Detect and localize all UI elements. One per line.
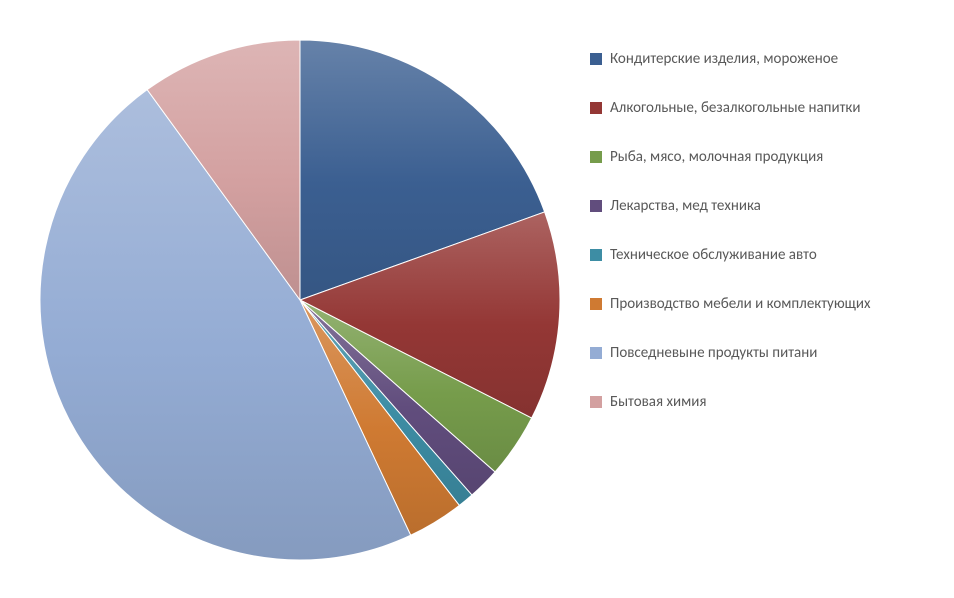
legend-swatch — [590, 200, 602, 212]
legend-swatch — [590, 347, 602, 359]
legend-item: Техническое обслуживание авто — [590, 246, 940, 264]
legend-item: Алкогольные, безалкогольные напитки — [590, 99, 940, 117]
legend-label: Производство мебели и комплектующих — [610, 295, 871, 313]
pie-chart — [30, 10, 570, 590]
legend-label: Бытовая химия — [610, 393, 706, 411]
legend-label: Рыба, мясо, молочная продукция — [610, 148, 823, 166]
legend-swatch — [590, 102, 602, 114]
legend-item: Кондитерские изделия, мороженое — [590, 50, 940, 68]
legend-swatch — [590, 151, 602, 163]
legend: Кондитерские изделия, мороженое Алкогольн… — [590, 50, 940, 442]
legend-label: Лекарства, мед техника — [610, 197, 761, 215]
legend-swatch — [590, 298, 602, 310]
legend-item: Рыба, мясо, молочная продукция — [590, 148, 940, 166]
legend-item: Бытовая химия — [590, 393, 940, 411]
legend-item: Повседневыне продукты питани — [590, 344, 940, 362]
legend-label: Повседневыне продукты питани — [610, 344, 817, 362]
legend-label: Техническое обслуживание авто — [610, 246, 817, 264]
legend-label: Кондитерские изделия, мороженое — [610, 50, 838, 68]
legend-item: Производство мебели и комплектующих — [590, 295, 940, 313]
legend-item: Лекарства, мед техника — [590, 197, 940, 215]
legend-label: Алкогольные, безалкогольные напитки — [610, 99, 860, 117]
legend-swatch — [590, 53, 602, 65]
chart-container: Кондитерские изделия, мороженое Алкогольн… — [0, 0, 954, 598]
legend-swatch — [590, 396, 602, 408]
legend-swatch — [590, 249, 602, 261]
